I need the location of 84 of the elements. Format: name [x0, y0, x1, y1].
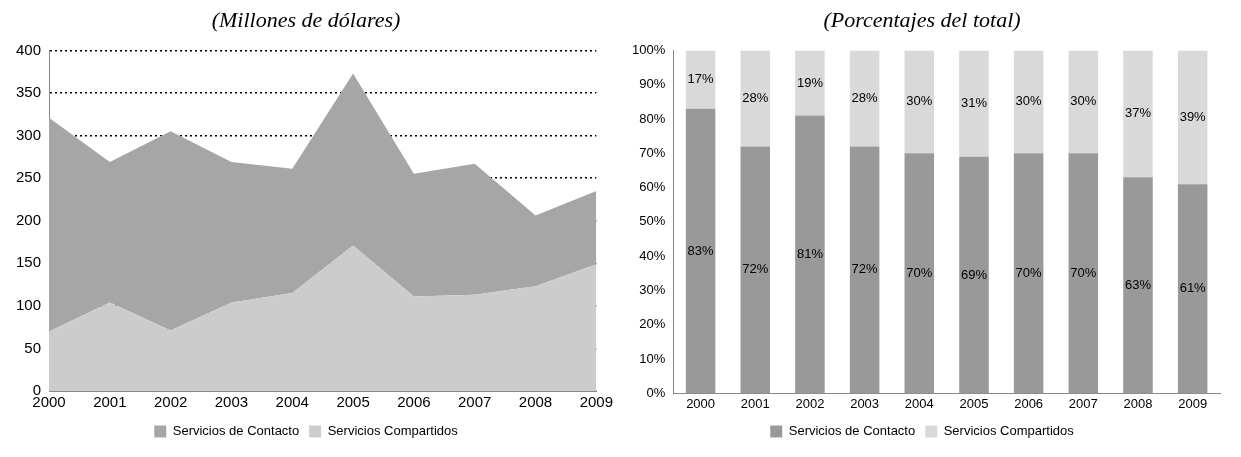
y-tick-label: 250 — [16, 168, 42, 186]
y-tick-label: 50% — [639, 213, 666, 229]
data-label: 70% — [906, 264, 933, 280]
x-tick-label: 2003 — [214, 393, 249, 411]
x-tick-label: 2004 — [904, 395, 934, 411]
bar — [795, 115, 825, 394]
y-tick-label: 60% — [639, 179, 666, 195]
bar — [1013, 153, 1044, 394]
bar — [685, 108, 716, 394]
x-tick-label: 2002 — [153, 393, 188, 411]
x-tick-label: 2002 — [795, 395, 825, 411]
y-tick-label: 150 — [16, 253, 42, 271]
chart-title: (Porcentajes del total) — [823, 6, 1021, 32]
bar — [1123, 50, 1153, 178]
bar — [1068, 50, 1099, 154]
data-label: 69% — [960, 266, 988, 282]
x-tick-label: 2007 — [458, 393, 492, 411]
bar — [1123, 177, 1153, 394]
data-label: 72% — [851, 261, 879, 277]
y-tick-label: 70% — [639, 144, 666, 160]
data-label: 63% — [1124, 276, 1152, 292]
x-tick-label: 2005 — [959, 395, 989, 411]
data-label: 39% — [1179, 108, 1207, 124]
data-label: 17% — [687, 71, 715, 87]
data-label: 70% — [1070, 264, 1097, 280]
bar — [904, 50, 935, 154]
data-label: 19% — [796, 74, 824, 90]
data-label: 72% — [742, 261, 769, 277]
data-label: 61% — [1179, 280, 1207, 296]
data-label: 28% — [742, 90, 769, 105]
x-tick-label: 2007 — [1068, 395, 1098, 411]
x-tick-label: 2004 — [275, 393, 309, 411]
data-label: 83% — [687, 242, 715, 258]
bar — [849, 146, 880, 394]
y-tick-label: 30% — [639, 282, 666, 298]
data-label: 28% — [851, 90, 879, 105]
bar — [959, 156, 989, 394]
bar — [1068, 153, 1099, 394]
bar — [1177, 50, 1208, 185]
bar — [959, 50, 989, 157]
bar — [740, 50, 771, 147]
y-tick-label: 200 — [16, 210, 42, 228]
data-label: 37% — [1124, 105, 1152, 121]
y-tick-label: 350 — [16, 83, 42, 101]
data-label: 70% — [1015, 264, 1043, 280]
bar — [904, 153, 935, 394]
bar — [795, 50, 825, 116]
y-tick-label: 40% — [639, 247, 666, 263]
legend-label: Servicios de Contacto — [788, 423, 916, 439]
x-tick-label: 2001 — [93, 393, 127, 411]
y-tick-label: 100% — [632, 41, 666, 57]
y-tick-label: 10% — [639, 350, 666, 366]
y-tick-label: 90% — [639, 76, 666, 92]
bar — [849, 50, 880, 147]
y-tick-label: 0% — [646, 384, 666, 400]
x-tick-label: 2008 — [518, 393, 553, 411]
x-tick-label: 2006 — [1014, 395, 1044, 411]
y-tick-label: 100 — [16, 295, 42, 313]
x-tick-label: 2009 — [1178, 395, 1208, 411]
data-label: 30% — [906, 93, 933, 109]
data-label: 31% — [960, 95, 988, 111]
x-tick-label: 2000 — [686, 395, 716, 411]
legend-label: Servicios Compartidos — [943, 423, 1075, 439]
x-tick-label: 2008 — [1123, 395, 1153, 411]
bar — [1013, 50, 1044, 154]
bar — [685, 50, 716, 109]
y-tick-label: 80% — [639, 110, 666, 126]
legend-label: Servicios de Contacto — [172, 423, 300, 439]
data-label: 30% — [1070, 93, 1097, 109]
y-tick-label: 50 — [24, 338, 42, 356]
data-label: 30% — [1015, 93, 1043, 109]
x-tick-label: 2003 — [850, 395, 880, 411]
bar — [740, 146, 771, 394]
y-tick-label: 400 — [16, 40, 42, 58]
chart-title: (Millones de dólares) — [211, 6, 401, 32]
bar — [1177, 184, 1208, 394]
legend-label: Servicios Compartidos — [327, 423, 459, 439]
x-tick-label: 2005 — [336, 393, 370, 411]
x-tick-label: 2009 — [579, 393, 613, 411]
y-tick-label: 300 — [16, 125, 42, 143]
data-label: 81% — [796, 246, 824, 262]
x-tick-label: 2006 — [397, 393, 431, 411]
y-tick-label: 20% — [639, 316, 666, 332]
x-tick-label: 2001 — [740, 395, 770, 411]
